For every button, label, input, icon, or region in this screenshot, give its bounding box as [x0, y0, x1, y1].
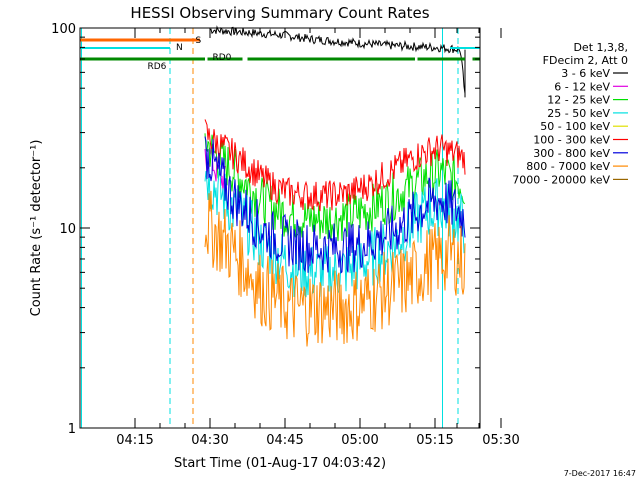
legend-header-1: FDecim 2, Att 0	[543, 54, 628, 67]
series-line-2	[204, 133, 466, 244]
legend-label-3: 25 - 50 keV	[547, 107, 610, 120]
legend-label-6: 300 - 800 keV	[533, 147, 610, 160]
legend-header-0: Det 1,3,8,	[573, 41, 628, 54]
x-axis-label: Start Time (01-Aug-17 04:03:42)	[174, 456, 386, 471]
chart-title: HESSI Observing Summary Count Rates	[130, 4, 429, 22]
footer-date: 7-Dec-2017 16:47	[564, 469, 636, 478]
series-line-6	[204, 190, 466, 347]
annotation-0: N	[176, 43, 183, 53]
annotation-1: RD0	[213, 53, 232, 63]
x-tick-label-5: 05:30	[482, 433, 519, 448]
series-line-4	[204, 119, 466, 212]
legend-label-2: 12 - 25 keV	[547, 94, 610, 107]
series-line-0	[209, 25, 466, 94]
series-line-5	[204, 136, 466, 274]
x-tick-label-3: 05:00	[341, 433, 378, 448]
legend-label-0: 3 - 6 keV	[561, 67, 610, 80]
x-tick-label-0: 04:15	[116, 433, 153, 448]
legend-label-4: 50 - 100 keV	[540, 120, 610, 133]
y-tick-label-1: 10	[59, 222, 76, 237]
axes: 100 10 1 04:15 04:30 04:45 05:00 05:15 05:30	[51, 22, 520, 448]
y-axis-label: Count Rate (s⁻¹ detector⁻¹)	[29, 140, 44, 317]
legend-label-5: 100 - 300 keV	[533, 134, 610, 147]
x-tick-label-4: 05:15	[416, 433, 453, 448]
plot-content: N RD0 RD6 S	[80, 25, 480, 428]
x-tick-label-2: 04:45	[266, 433, 303, 448]
x-tick-label-1: 04:30	[191, 433, 228, 448]
annotation-3: S	[196, 36, 202, 46]
annotation-2: RD6	[148, 62, 167, 72]
legend-label-1: 6 - 12 keV	[554, 80, 610, 93]
y-tick-label-2: 1	[68, 422, 76, 437]
legend-label-8: 7000 - 20000 keV	[512, 173, 610, 186]
y-tick-label-0: 100	[51, 22, 76, 37]
legend-label-7: 800 - 7000 keV	[526, 160, 610, 173]
